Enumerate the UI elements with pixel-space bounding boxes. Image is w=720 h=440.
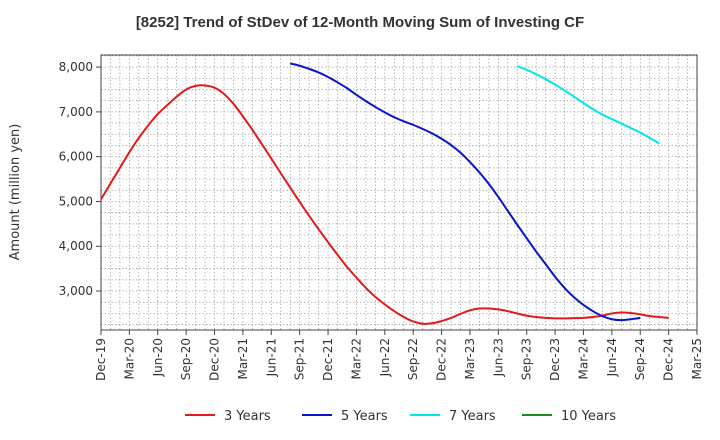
x-tick-label: Dec-20: [208, 338, 222, 381]
x-tick-label: Sep-24: [633, 338, 647, 380]
legend-label-3-years: 3 Years: [224, 409, 271, 424]
y-tick-label: 7,000: [59, 105, 93, 119]
x-tick-label: Mar-25: [690, 338, 704, 379]
series-line-5-years: [289, 62, 641, 322]
x-tick-label: Jun-21: [264, 338, 278, 377]
y-tick-label: 8,000: [59, 60, 93, 74]
x-tick-label: Dec-19: [94, 338, 108, 381]
chart-title: [8252] Trend of StDev of 12-Month Moving…: [136, 14, 584, 31]
legend-label-7-years: 7 Years: [449, 409, 496, 424]
x-tick-label: Jun-24: [605, 338, 619, 377]
y-axis-label: Amount (million yen): [8, 124, 23, 261]
legend-label-10-years: 10 Years: [561, 409, 616, 424]
x-tick-label: Mar-23: [463, 338, 477, 379]
x-tick-label: Jun-22: [378, 338, 392, 377]
y-tick-label: 3,000: [59, 284, 93, 298]
legend-label-5-years: 5 Years: [341, 409, 388, 424]
y-tick-label: 5,000: [59, 194, 93, 208]
y-tick-label: 4,000: [59, 239, 93, 253]
x-tick-label: Sep-22: [406, 338, 420, 380]
legend: 3 Years 5 Years 7 Years 10 Years: [185, 409, 616, 424]
plot-background: [101, 55, 697, 330]
x-tick-label: Mar-24: [576, 338, 590, 379]
x-tick-label: Mar-21: [236, 338, 250, 379]
x-tick-label: Sep-21: [293, 338, 307, 380]
x-tick-label: Sep-20: [179, 338, 193, 380]
series-line-3-years: [100, 84, 669, 325]
series-line-7-years: [516, 65, 660, 145]
x-tick-label: Dec-23: [548, 338, 562, 381]
y-tick-label: 6,000: [59, 150, 93, 164]
plot-frame: [100, 54, 698, 331]
x-tick-label: Sep-23: [520, 338, 534, 380]
x-tick-label: Mar-22: [349, 338, 363, 379]
x-tick-label: Mar-20: [122, 338, 136, 379]
x-tick-label: Dec-22: [435, 338, 449, 381]
x-tick-label: Dec-21: [321, 338, 335, 381]
x-tick-label: Jun-20: [151, 338, 165, 377]
plot-area: 3,000 4,000 5,000 6,000 7,000 8,000 Dec-19 Mar-…: [59, 54, 704, 381]
x-tick-label: Jun-23: [491, 338, 505, 377]
x-tick-label: Dec-24: [662, 338, 676, 381]
